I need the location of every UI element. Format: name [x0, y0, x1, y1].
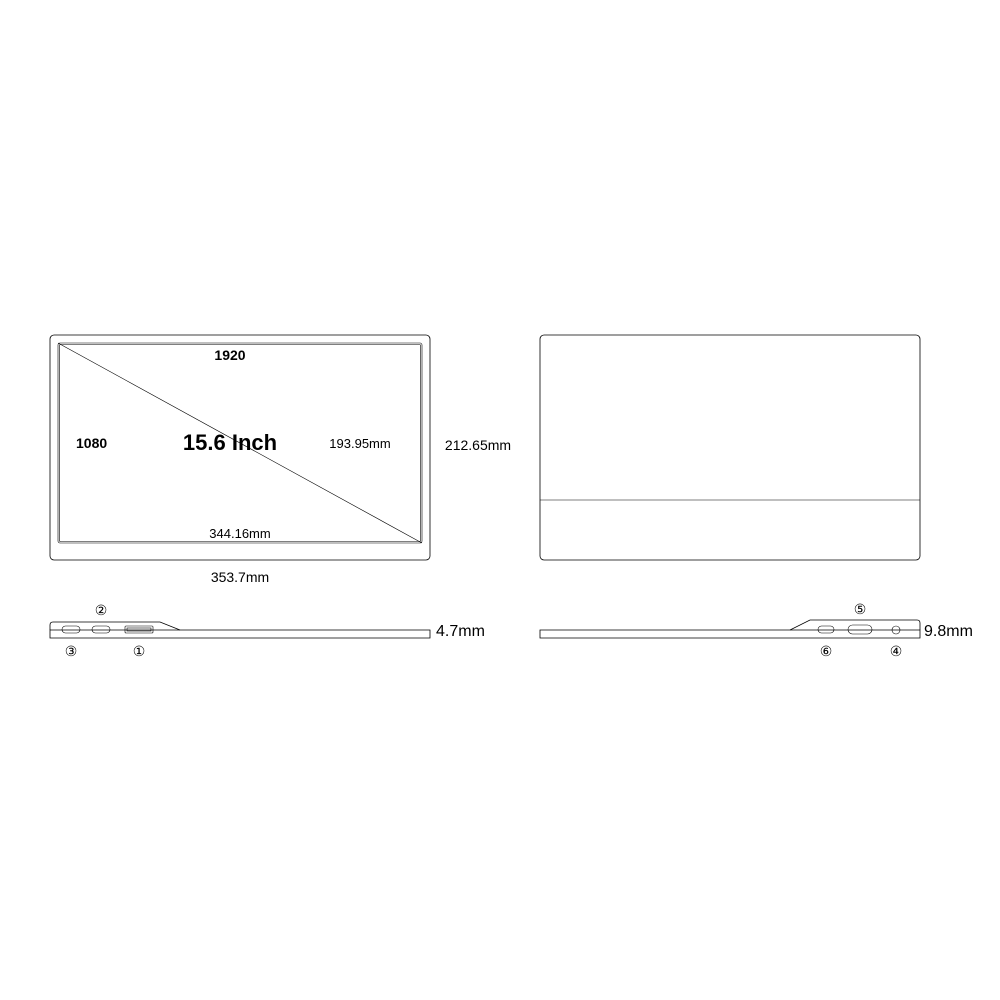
label-screen_h: 193.95mm: [329, 436, 390, 451]
left-thickness-label: 4.7mm: [436, 623, 485, 640]
label-diag_size: 15.6 Inch: [183, 430, 277, 455]
label-screen_w: 344.16mm: [209, 526, 270, 541]
port-3: [62, 626, 80, 633]
right-port-label-1: ⑥: [820, 643, 833, 659]
back-outer: [540, 335, 920, 560]
left-port-label-2: ①: [133, 643, 146, 659]
port-5: [848, 625, 872, 634]
label-outer_w: 353.7mm: [211, 569, 269, 585]
port-1-inner: [127, 628, 151, 631]
right-thickness-label: 9.8mm: [924, 623, 973, 640]
right-port-label-0: ⑤: [854, 601, 867, 617]
left-port-label-0: ②: [95, 602, 108, 618]
left-port-label-1: ③: [65, 643, 78, 659]
label-res_h: 1920: [214, 347, 245, 363]
port-1: [125, 626, 153, 633]
label-outer_h: 212.65mm: [445, 437, 511, 453]
port-6: [818, 626, 834, 633]
label-res_v: 1080: [76, 435, 107, 451]
port-2: [92, 626, 110, 633]
left-body: [50, 630, 430, 638]
right-port-label-2: ④: [890, 643, 903, 659]
